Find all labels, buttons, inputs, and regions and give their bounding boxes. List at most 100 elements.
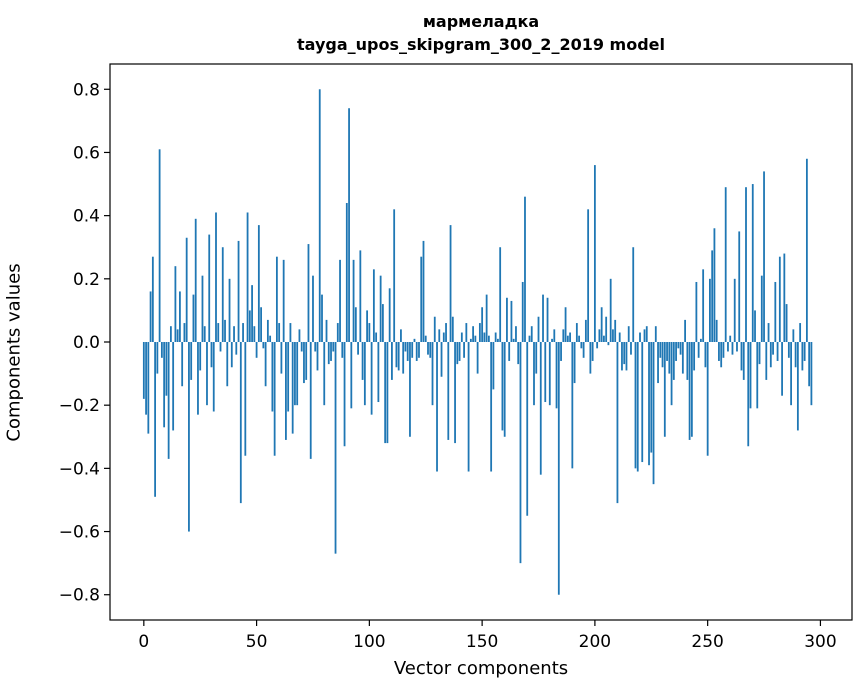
bar-158 [499,247,502,342]
bar-141 [460,332,463,342]
bar-128 [431,342,434,406]
bar-209 [614,319,617,342]
bar-45 [244,342,247,456]
bar-253 [713,228,716,342]
bar-196 [584,319,587,342]
bar-279 [772,342,774,355]
bar-212 [621,342,623,371]
bar-104 [377,342,380,403]
bar-288 [792,329,795,342]
bar-116 [404,342,407,352]
chart-title-line-1: мармеладка [422,12,540,31]
bar-65 [289,323,292,342]
bar-159 [501,342,504,431]
bar-220 [639,332,641,342]
bar-238 [679,342,682,355]
bar-255 [718,342,720,361]
y-tick-label: 0.2 [73,270,100,290]
bar-105 [379,275,382,342]
bar-53 [262,342,265,349]
bar-137 [451,316,454,342]
bar-189 [569,332,571,342]
bar-126 [427,342,429,355]
y-axis-ticks: −0.8 −0.6 −0.4 −0.2 0.0 0.2 0.4 0.6 0.8 [59,80,110,606]
bar-123 [420,256,423,342]
bar-234 [670,342,673,406]
bar-106 [381,304,384,342]
chart-title-line-2: tayga_upos_skipgram_300_2_2019 model [297,35,665,54]
bar-296 [810,342,813,406]
bar-193 [578,335,580,342]
bar-163 [510,300,513,342]
bar-201 [596,342,599,349]
x-tick-label: 250 [691,632,723,652]
bar-22 [192,294,195,342]
bar-245 [695,281,698,342]
bar-114 [400,329,402,342]
bar-263 [736,342,738,352]
bar-8 [160,342,163,358]
bar-280 [774,281,777,342]
bar-228 [657,342,659,384]
bar-118 [409,342,411,437]
bar-122 [418,342,420,358]
bar-268 [747,342,750,447]
bar-295 [808,342,811,387]
bar-179 [546,297,549,342]
bar-204 [603,335,605,342]
bar-284 [783,253,786,342]
bar-1 [145,342,147,415]
bar-172 [530,326,533,342]
bar-82 [327,342,330,365]
bar-166 [517,342,520,365]
bar-112 [395,342,398,368]
bar-67 [294,342,296,406]
bar-147 [474,335,477,342]
bar-168 [521,281,524,342]
bar-16 [179,291,181,342]
bar-11 [167,342,170,459]
bar-259 [727,342,729,352]
bar-164 [512,338,515,342]
bar-227 [654,326,657,342]
bar-274 [760,275,763,342]
bar-177 [542,294,544,342]
bar-285 [785,304,788,342]
x-axis-label: Vector components [393,658,569,679]
bar-68 [296,342,299,406]
bar-202 [598,329,601,342]
bar-152 [485,294,488,342]
bar-257 [722,342,725,358]
bar-52 [260,307,262,342]
bar-273 [758,342,761,365]
bar-181 [551,338,553,342]
bar-271 [754,310,756,342]
bar-244 [693,342,696,371]
bar-219 [636,342,639,472]
bar-79 [321,294,323,342]
bar-293 [803,342,806,361]
bar-125 [424,335,427,342]
bar-59 [275,256,278,342]
bar-69 [298,329,301,342]
bar-208 [612,329,614,342]
bar-121 [415,342,418,361]
bar-29 [208,234,211,342]
bar-9 [163,342,166,428]
bar-49 [253,326,256,342]
bar-130 [436,342,438,472]
bar-265 [740,342,743,371]
bar-247 [699,338,702,342]
bar-109 [388,288,391,342]
bar-276 [765,342,768,380]
bar-214 [625,342,628,371]
bar-93 [352,259,355,342]
bar-36 [224,319,226,342]
bar-233 [668,342,671,374]
bar-42 [237,240,240,342]
bar-173 [533,342,535,406]
bar-23 [194,218,197,342]
bar-62 [282,259,285,342]
bar-6 [156,342,159,374]
